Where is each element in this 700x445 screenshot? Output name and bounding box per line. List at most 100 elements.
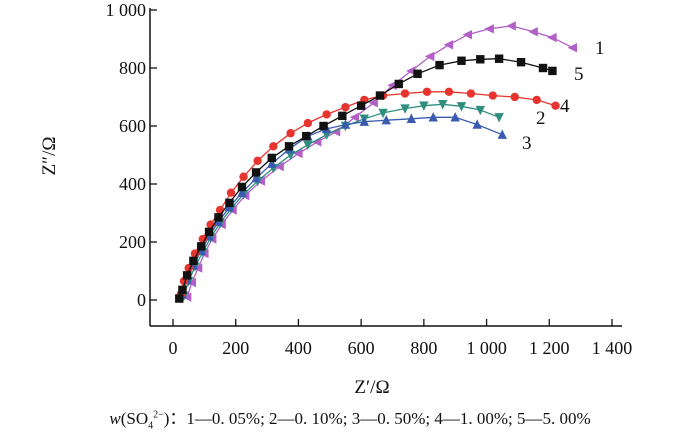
data-point [267,158,277,168]
data-point [356,101,366,110]
series-label-5: 5 [574,64,584,85]
series-line [183,103,500,296]
data-point [494,113,504,123]
data-point [435,60,444,70]
legend-caption: w(SO42−)：1—0. 05%; 2—0. 10%; 3—0. 50%; 4… [0,404,700,431]
x-tick-label: 400 [285,338,312,358]
x-axis-title: Z′/Ω [354,377,389,398]
data-point [251,168,261,177]
data-point [322,110,331,119]
data-point [419,101,429,111]
series-label-1: 1 [595,38,605,59]
data-point [293,148,303,159]
y-tick-label: 1 000 [106,0,147,20]
data-point [428,112,438,122]
data-point [484,24,494,34]
series-label-4: 4 [560,96,570,117]
y-tick-label: 600 [119,116,146,136]
data-point [368,98,378,108]
data-point [237,182,247,192]
y-axis-title: Z″/Ω [39,137,60,176]
data-point [190,249,200,258]
data-point [462,29,472,40]
data-point [506,21,516,31]
data-point [378,108,388,119]
data-point [551,101,560,110]
data-point [198,234,207,244]
series-label-3: 3 [522,133,532,154]
series-5 [175,54,557,303]
axes: 0 200 400 600 800 1 000 0 200 400 600 800 1 000 1 20… [106,0,633,358]
data-point [457,56,466,65]
data-point [192,263,203,273]
x-tick-label: 0 [169,338,178,358]
data-point [186,277,197,288]
data-point [516,58,526,67]
data-point [450,112,460,122]
series-label-layer: 1 23 45 [522,38,605,154]
data-point [214,213,223,222]
caption-ion-sub: 4 [148,420,154,432]
data-point [340,119,351,129]
data-point [237,187,247,197]
data-point [413,69,422,78]
data-point [302,131,311,141]
series-layer [175,21,578,303]
data-point [253,156,262,165]
data-point [444,87,454,96]
data-point [494,54,504,63]
data-point [387,80,397,91]
data-point [400,104,410,114]
series-4 [176,87,560,299]
data-point [488,91,498,100]
x-tick-label: 600 [348,338,375,358]
caption-var: w [109,409,121,428]
data-point [422,87,432,96]
data-point [255,176,265,186]
y-tick-label: 200 [119,232,146,252]
data-point [466,89,476,98]
data-point [284,142,294,151]
data-point [312,137,322,147]
data-point [424,51,435,62]
data-point [359,116,369,126]
data-point [341,102,350,112]
data-point [472,119,482,129]
data-point [225,198,234,208]
x-tick-label: 800 [410,338,437,358]
caption-ion-sup: 2− [153,409,164,421]
data-point [437,100,448,110]
data-point [406,113,417,123]
x-tick-label: 1 000 [466,338,507,358]
data-point [251,173,261,183]
data-point [349,112,360,122]
caption-ion-close: ) [163,409,170,428]
data-point [528,27,538,37]
y-tick-label: 800 [119,58,146,78]
data-point [381,115,391,125]
series-label-2: 2 [536,108,546,129]
x-tick-label: 1 400 [592,338,633,358]
data-point [226,188,236,197]
data-point [286,129,295,138]
data-point [239,172,248,181]
data-point [567,43,578,53]
data-point [532,95,541,105]
data-point [189,256,198,266]
data-point [197,242,206,251]
x-tick-label: 1 200 [529,338,570,358]
data-point [394,79,403,89]
data-point [538,63,548,73]
data-point [175,294,184,303]
eis-chart: 0 200 400 600 800 1 000 0 200 400 600 800 1 000 1 20… [39,0,633,398]
data-point [510,92,519,102]
data-point [548,66,557,76]
data-point [476,55,485,64]
data-point [375,91,385,100]
data-point [338,111,347,121]
data-point [178,285,187,295]
data-point [267,153,276,163]
x-tick-label: 200 [222,338,249,358]
data-point [319,121,328,131]
data-point [274,161,284,172]
